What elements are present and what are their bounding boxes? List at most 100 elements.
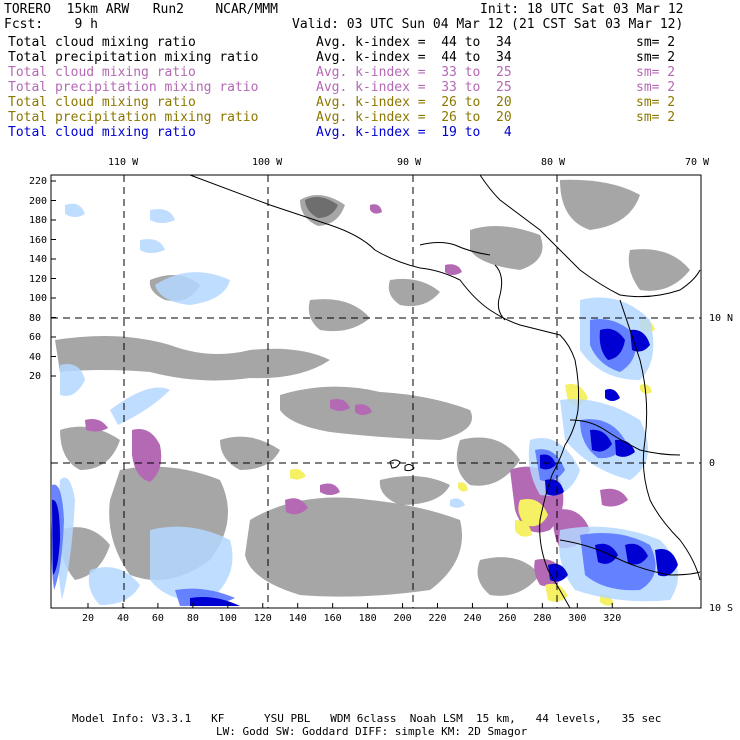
init-time: Init: 18 UTC Sat 03 Mar 12: [480, 2, 684, 17]
field-layer: [51, 179, 690, 606]
legend-field: Total cloud mixing ratio: [8, 35, 196, 50]
x-grid-label: 20: [82, 613, 95, 624]
field-blob: [615, 439, 635, 457]
legend-k-index: Avg. k-index = 33 to 25: [316, 80, 512, 95]
longitude-label: 70 W: [685, 157, 710, 168]
field-blob: [379, 476, 450, 505]
map-frame: [50, 174, 702, 609]
field-blob: [85, 419, 108, 432]
field-blob: [540, 454, 556, 470]
field-blob: [445, 264, 462, 275]
x-grid-label: 180: [358, 613, 377, 624]
x-grid-label: 60: [151, 613, 164, 624]
field-blob: [110, 387, 170, 425]
x-grid-label: 220: [428, 613, 447, 624]
x-grid-label: 260: [498, 613, 517, 624]
field-blob: [132, 429, 162, 482]
legend-smoothing: sm= 2: [636, 110, 676, 125]
model-info: Model Info: V3.3.1 KF YSU PBL WDM 6class…: [72, 712, 662, 725]
y-grid-label: 120: [29, 273, 48, 285]
coastline: [419, 242, 491, 256]
y-grid-label: 160: [29, 234, 48, 246]
legend-smoothing: sm= 2: [636, 80, 676, 95]
grid-ticks: [51, 180, 613, 608]
field-blob: [515, 520, 532, 537]
legend-k-index: Avg. k-index = 44 to 34: [316, 35, 512, 50]
field-blob: [590, 429, 612, 452]
coastline: [569, 419, 681, 456]
field-blob: [88, 567, 140, 605]
legend-k-index: Avg. k-index = 33 to 25: [316, 65, 512, 80]
field-blob: [456, 437, 520, 486]
field-blob: [59, 527, 110, 580]
field-blob: [628, 249, 690, 291]
field-blob: [285, 498, 308, 515]
field-blob: [548, 563, 568, 582]
field-blob: [60, 364, 85, 396]
field-blob: [560, 179, 640, 230]
legend-field: Total cloud mixing ratio: [8, 65, 196, 80]
legend-k-index: Avg. k-index = 44 to 34: [316, 50, 512, 65]
longitude-label: 100 W: [252, 157, 283, 168]
legend-k-index: Avg. k-index = 26 to 20: [316, 95, 512, 110]
y-grid-label: 20: [29, 371, 42, 382]
field-blob: [355, 404, 372, 415]
field-blob: [640, 384, 652, 394]
field-blob: [545, 583, 568, 602]
legend-k-index: Avg. k-index = 26 to 20: [316, 110, 512, 125]
y-grid-label: 200: [29, 195, 48, 207]
y-grid-label: 180: [29, 215, 48, 226]
x-grid-label: 300: [568, 613, 587, 624]
latitude-label: 10 S: [709, 603, 734, 614]
x-grid-label: 140: [288, 613, 307, 624]
coastline: [559, 539, 701, 576]
field-blob: [370, 204, 382, 214]
legend-smoothing: sm= 2: [636, 95, 676, 110]
field-blob: [600, 488, 628, 507]
field-blob: [290, 468, 306, 480]
x-grid-label: 100: [218, 613, 237, 624]
longitude-label: 90 W: [397, 157, 422, 168]
y-grid-label: 80: [29, 312, 42, 324]
x-grid-label: 320: [603, 613, 622, 624]
field-blob: [599, 328, 625, 360]
field-blob: [330, 399, 350, 411]
physics-info: LW: Godd SW: Goddard DIFF: simple KM: 2D…: [216, 725, 528, 738]
field-blob: [308, 299, 370, 332]
field-blob: [140, 239, 165, 253]
field-blob: [150, 526, 233, 601]
legend-field: Total cloud mixing ratio: [8, 125, 196, 140]
field-blob: [605, 389, 620, 401]
y-grid-label: 140: [29, 254, 48, 265]
forecast-hour: Fcst: 9 h: [4, 17, 98, 32]
legend-smoothing: sm= 2: [636, 50, 676, 65]
field-blob: [52, 499, 60, 575]
legend-field: Total precipitation mixing ratio: [8, 110, 259, 125]
field-blob: [60, 426, 120, 470]
field-blob: [280, 386, 472, 440]
field-blob: [450, 498, 465, 508]
longitude-label: 110 W: [108, 157, 139, 168]
coastline: [389, 459, 401, 469]
lat-lon-grid: [51, 175, 701, 608]
legend-smoothing: sm= 2: [636, 65, 676, 80]
field-blob: [470, 226, 543, 270]
legend-k-index: Avg. k-index = 19 to 4: [316, 125, 512, 140]
field-blob: [477, 557, 540, 596]
model-title: TORERO 15km ARW Run2 NCAR/MMM: [4, 2, 278, 17]
x-grid-label: 80: [186, 613, 199, 624]
y-grid-label: 40: [29, 351, 42, 363]
y-grid-label: 220: [29, 176, 48, 187]
legend-field: Total precipitation mixing ratio: [8, 80, 259, 95]
latitude-label: 10 N: [709, 313, 734, 324]
field-blob: [320, 483, 340, 495]
x-grid-label: 280: [533, 613, 552, 624]
field-blob: [655, 549, 678, 577]
field-blob: [220, 436, 280, 470]
field-blob: [150, 209, 175, 223]
coastline: [404, 463, 415, 472]
x-grid-label: 200: [393, 613, 412, 624]
field-blob: [245, 497, 462, 597]
coastline: [479, 174, 701, 298]
